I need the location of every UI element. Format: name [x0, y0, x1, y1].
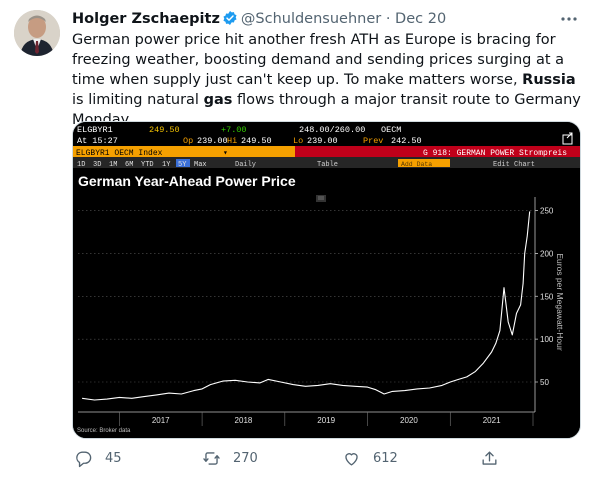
y-axis-label: Euros per Megawatt-Hour: [555, 253, 565, 350]
retweet-icon: [203, 452, 220, 465]
more-options-icon[interactable]: [560, 11, 578, 25]
add-data-field[interactable]: [398, 159, 450, 167]
frequency-select[interactable]: Daily: [235, 161, 256, 169]
index-label: ELGBYR1 OECM Index: [76, 149, 163, 158]
retweet-button[interactable]: 270: [202, 449, 258, 468]
reply-icon: [76, 451, 92, 468]
tweet-text-part: is limiting natural: [72, 92, 204, 108]
period-button[interactable]: Max: [194, 161, 207, 169]
open-value: 239.00: [197, 136, 228, 146]
open-label: Op: [183, 136, 193, 146]
period-button[interactable]: 3D: [93, 161, 101, 169]
grid-lines: [78, 197, 536, 412]
low-label: Lo: [293, 136, 303, 146]
page-label: G 918: GERMAN POWER Strompreis: [423, 149, 567, 158]
x-tick-label: 2019: [317, 416, 335, 425]
x-tick-label: 2017: [152, 416, 170, 425]
y-tick-label: 50: [540, 378, 549, 387]
x-tick-label: 2020: [400, 416, 418, 425]
like-button[interactable]: 612: [342, 449, 398, 468]
tweet-text-bold: gas: [203, 92, 233, 108]
retweet-count: 270: [233, 451, 258, 466]
dropdown-arrow-icon[interactable]: ▾: [223, 149, 228, 158]
x-axis-ticks: 2017 2018 2019 2020 2021: [78, 411, 535, 426]
chart-options-icon[interactable]: [316, 195, 326, 202]
edit-chart-button[interactable]: Edit Chart: [493, 161, 535, 169]
bid-ask: 248.00/260.00: [299, 125, 365, 135]
period-button[interactable]: 6M: [125, 161, 133, 169]
verified-badge-icon: [222, 10, 238, 32]
share-icon: [482, 451, 497, 465]
avatar-photo: [14, 10, 60, 56]
share-button[interactable]: [480, 449, 511, 468]
prev-label: Prev: [363, 136, 383, 146]
last-price: 249.50: [149, 125, 180, 135]
y-tick-label: 250: [540, 207, 554, 216]
price-series-line: [82, 211, 531, 401]
exchange-code: OECM: [381, 125, 401, 135]
avatar[interactable]: [14, 10, 60, 56]
high-value: 249.50: [241, 136, 272, 146]
high-label: Hi: [227, 136, 237, 146]
tweet-text: German power price hit another fresh ATH…: [72, 30, 582, 130]
bloomberg-chart: ELGBYR1 249.50 +7.00 248.00/260.00 OECM …: [73, 122, 580, 438]
tweet-text-bold: Russia: [522, 72, 576, 88]
series-lines: [82, 211, 531, 401]
period-toolbar: [73, 157, 580, 168]
ticker-label: ELGBYR1: [77, 125, 113, 135]
header-separator: ·: [385, 11, 391, 27]
tweet-text-part: German power price hit another fresh ATH…: [72, 32, 565, 88]
tweet-actions: 45 270 612: [72, 449, 512, 471]
period-button[interactable]: 1D: [77, 161, 85, 169]
period-button[interactable]: 1M: [109, 161, 117, 169]
reply-button[interactable]: 45: [74, 449, 122, 468]
heart-icon: [345, 453, 358, 466]
add-data-placeholder: Add Data: [401, 161, 432, 168]
source-note: Source: Broker data: [77, 428, 131, 434]
table-button[interactable]: Table: [317, 161, 338, 169]
export-icon[interactable]: [562, 132, 573, 145]
time-stamp: At 15:27: [77, 136, 118, 146]
page-bar: [295, 146, 580, 157]
period-button-active-bg: [176, 159, 190, 167]
period-buttons: 1D 3D 1M 6M YTD 1Y 5Y Max: [77, 159, 207, 169]
index-bar: [73, 146, 295, 157]
like-count: 612: [373, 451, 398, 466]
price-change: +7.00: [221, 125, 247, 135]
chart-title: German Year-Ahead Power Price: [78, 173, 296, 189]
author-name[interactable]: Holger Zschaepitz: [72, 11, 220, 27]
period-button[interactable]: YTD: [141, 161, 154, 169]
prev-value: 242.50: [391, 136, 422, 146]
x-tick-label: 2018: [235, 416, 253, 425]
y-axis-ticks: 50 100 150 200 250: [535, 207, 554, 387]
low-value: 239.00: [307, 136, 338, 146]
tweet-header: Holger Zschaepitz @Schuldensuehner · Dec …: [72, 9, 446, 32]
y-tick-label: 200: [540, 249, 554, 258]
period-button[interactable]: 5Y: [178, 161, 187, 169]
tweet-date[interactable]: Dec 20: [395, 11, 447, 27]
tweet-image[interactable]: ELGBYR1 249.50 +7.00 248.00/260.00 OECM …: [72, 121, 581, 439]
author-handle[interactable]: @Schuldensuehner: [240, 11, 382, 27]
y-tick-label: 100: [540, 335, 554, 344]
x-tick-label: 2021: [483, 416, 501, 425]
y-tick-label: 150: [540, 292, 554, 301]
period-button[interactable]: 1Y: [162, 161, 171, 169]
reply-count: 45: [105, 451, 122, 466]
